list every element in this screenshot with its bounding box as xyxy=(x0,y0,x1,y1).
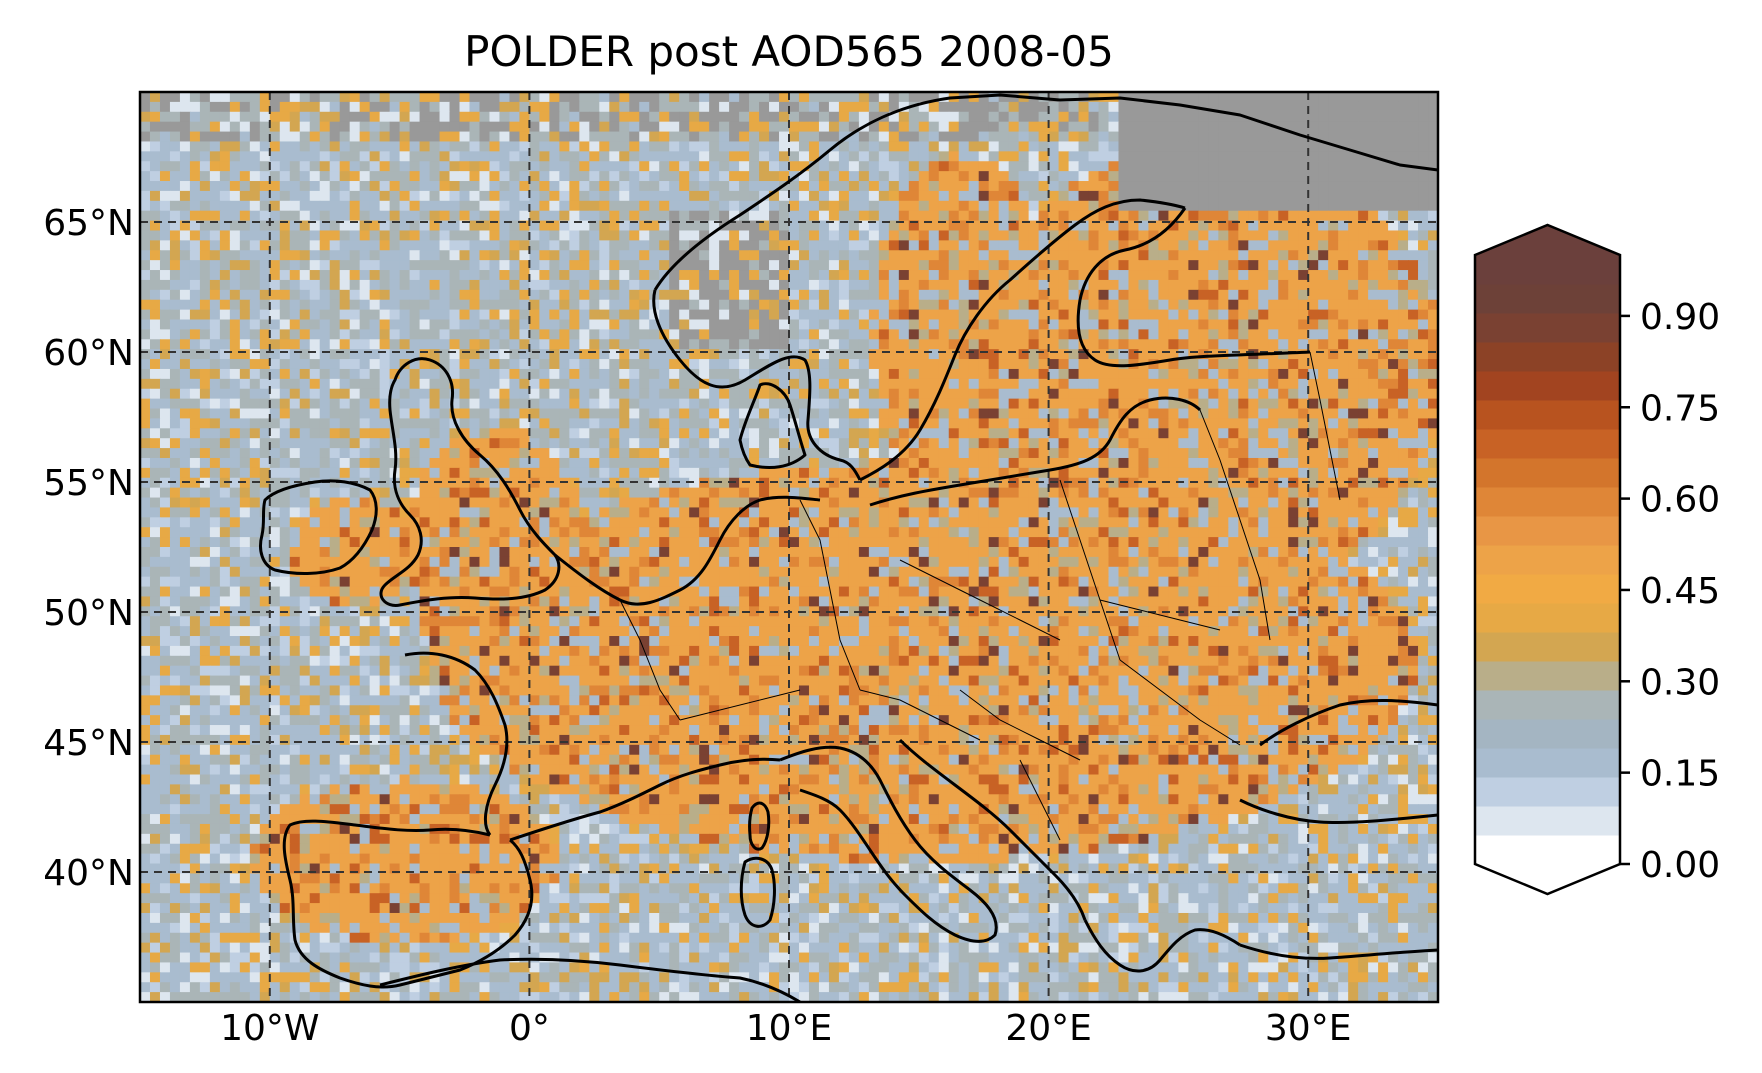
x-tick-label: 20°E xyxy=(1005,1008,1092,1049)
colorbar-segment xyxy=(1475,719,1620,749)
colorbar-extend-over xyxy=(1475,225,1620,255)
coastline-black-sea xyxy=(1259,699,1438,747)
coastline-sardinia xyxy=(739,856,776,928)
x-tick-label: 10°E xyxy=(746,1008,833,1049)
y-tick-label: 40°N xyxy=(43,853,134,894)
x-axis-ticks: 10°W 0° 10°E 20°E 30°E xyxy=(220,1008,1351,1049)
map-title: POLDER post AOD565 2008-05 xyxy=(464,27,1114,76)
coastline-iberia xyxy=(282,819,534,989)
colorbar-tick-label: 0.60 xyxy=(1640,480,1720,521)
coastline-west-mediterranean xyxy=(509,757,781,842)
y-tick-label: 45°N xyxy=(43,723,134,764)
colorbar-tick-label: 0.90 xyxy=(1640,297,1720,338)
colorbar-segment xyxy=(1475,400,1620,430)
coastline-black-sea-south xyxy=(1239,798,1438,825)
colorbar-segment xyxy=(1475,429,1620,459)
aod-cells xyxy=(140,92,1438,1002)
y-axis-ticks: 65°N 60°N 55°N 50°N 45°N 40°N xyxy=(43,203,134,894)
colorbar-segment xyxy=(1475,777,1620,807)
coastlines xyxy=(259,93,1438,1002)
coastline-ireland xyxy=(259,479,378,576)
coastline-great-britain xyxy=(379,357,561,607)
x-tick-label: 0° xyxy=(509,1008,550,1049)
x-tick-label: 30°E xyxy=(1265,1008,1352,1049)
map-frame xyxy=(138,90,1440,1004)
colorbar-segment xyxy=(1475,690,1620,720)
coastline-north-africa xyxy=(379,957,801,1002)
colorbar-segment xyxy=(1475,284,1620,314)
gridlines xyxy=(140,92,1438,1002)
colorbar-segment xyxy=(1475,313,1620,343)
colorbar-segment xyxy=(1475,806,1620,836)
coastline-greece xyxy=(1083,919,1241,973)
coastline-norway-west xyxy=(652,289,862,481)
colorbar-tick-label: 0.45 xyxy=(1640,571,1720,612)
coastline-turkey xyxy=(1239,943,1438,960)
colorbar-extend-under xyxy=(1475,864,1620,894)
coastline-north-sea xyxy=(554,495,821,606)
y-tick-label: 65°N xyxy=(43,203,134,244)
colorbar-tick-label: 0.00 xyxy=(1640,845,1720,886)
colorbar-segment xyxy=(1475,371,1620,401)
colorbar-segment xyxy=(1475,516,1620,546)
colorbar-segment xyxy=(1475,632,1620,662)
colorbar-segment xyxy=(1475,255,1620,285)
colorbar-tick-label: 0.15 xyxy=(1640,754,1720,795)
coastline-corsica xyxy=(748,801,771,851)
colorbar-segment xyxy=(1475,487,1620,517)
x-tick-label: 10°W xyxy=(220,1008,319,1049)
colorbar: 0.00 0.15 0.30 0.45 0.60 0.75 0.90 xyxy=(1473,223,1720,896)
y-tick-label: 50°N xyxy=(43,593,134,634)
y-tick-label: 55°N xyxy=(43,463,134,504)
colorbar-tick-label: 0.75 xyxy=(1640,388,1720,429)
country-borders xyxy=(619,351,1341,841)
coastline-sweden-east xyxy=(859,198,1186,482)
coastline-baltic-south xyxy=(869,396,1202,507)
coastline-adriatic-east xyxy=(898,738,1087,921)
colorbar-segment xyxy=(1475,661,1620,691)
coastline-bothnia xyxy=(1076,207,1311,368)
coastline-italy xyxy=(779,745,998,943)
coastline-france-atlantic xyxy=(404,651,509,836)
map-area[interactable] xyxy=(140,92,1439,1003)
colorbar-ticks: 0.00 0.15 0.30 0.45 0.60 0.75 0.90 xyxy=(1620,297,1720,886)
coastline-denmark xyxy=(738,382,807,469)
colorbar-segment xyxy=(1475,458,1620,488)
colorbar-segment xyxy=(1475,342,1620,372)
colorbar-segment xyxy=(1475,835,1620,865)
y-tick-label: 60°N xyxy=(43,333,134,374)
colorbar-segment xyxy=(1475,574,1620,604)
coastline-scandinavia xyxy=(653,93,1438,291)
colorbar-tick-label: 0.30 xyxy=(1640,662,1720,703)
colorbar-segments xyxy=(1475,225,1620,894)
colorbar-segment xyxy=(1475,545,1620,575)
colorbar-segment xyxy=(1475,748,1620,778)
colorbar-segment xyxy=(1475,603,1620,633)
